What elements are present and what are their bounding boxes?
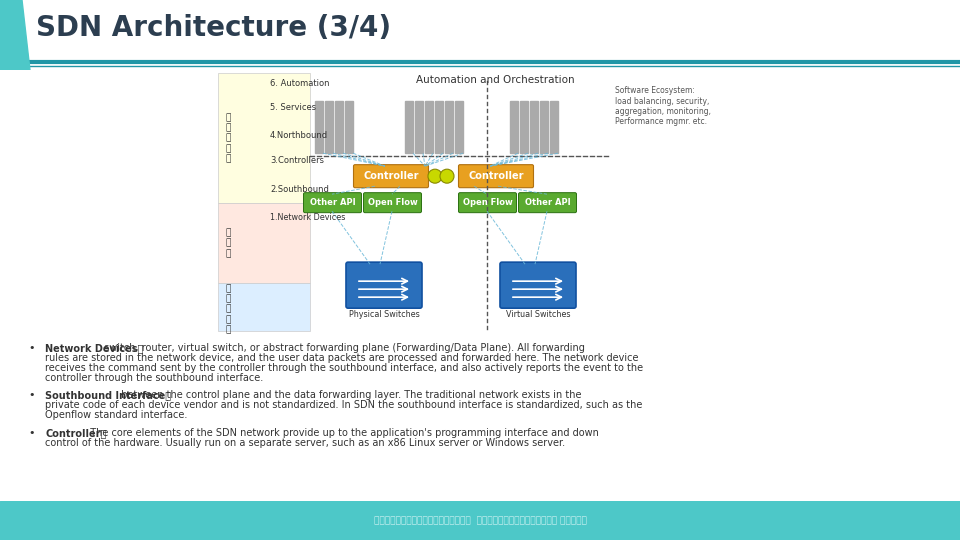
FancyBboxPatch shape <box>353 165 428 188</box>
Bar <box>325 101 333 153</box>
Bar <box>335 101 343 153</box>
FancyBboxPatch shape <box>346 262 422 308</box>
Text: •: • <box>28 428 35 438</box>
FancyBboxPatch shape <box>459 193 516 213</box>
Bar <box>218 203 310 283</box>
Text: 3.Controllers: 3.Controllers <box>270 156 324 165</box>
Bar <box>218 73 310 203</box>
Text: Controller：: Controller： <box>45 428 107 438</box>
Text: 1.Network Devices: 1.Network Devices <box>270 213 346 222</box>
Text: 基
礎
架
構
層: 基 礎 架 構 層 <box>226 284 230 334</box>
Text: 應
用
服
務
層: 應 用 服 務 層 <box>226 113 230 164</box>
Text: 5. Services: 5. Services <box>270 103 316 112</box>
Text: Open Flow: Open Flow <box>368 198 418 207</box>
Polygon shape <box>0 0 30 70</box>
Text: •: • <box>28 390 35 400</box>
Text: 2.Southbound: 2.Southbound <box>270 185 329 194</box>
Bar <box>435 101 443 153</box>
Text: 控
制
層: 控 制 層 <box>226 228 230 258</box>
Bar <box>218 283 310 331</box>
Text: 6. Automation: 6. Automation <box>270 79 329 88</box>
Text: Open Flow: Open Flow <box>463 198 513 207</box>
Text: Automation and Orchestration: Automation and Orchestration <box>416 75 574 85</box>
Text: between the control plane and the data forwarding layer. The traditional network: between the control plane and the data f… <box>118 390 582 400</box>
Bar <box>315 101 323 153</box>
Bar <box>445 101 453 153</box>
FancyBboxPatch shape <box>364 193 421 213</box>
Text: rules are stored in the network device, and the user data packets are processed : rules are stored in the network device, … <box>45 353 638 363</box>
Bar <box>345 101 353 153</box>
FancyBboxPatch shape <box>518 193 577 213</box>
Bar <box>550 101 558 153</box>
Circle shape <box>440 169 454 183</box>
FancyBboxPatch shape <box>303 193 362 213</box>
Text: Controller: Controller <box>363 171 419 181</box>
Bar <box>425 101 433 153</box>
Text: SDN Architecture (3/4): SDN Architecture (3/4) <box>36 14 391 42</box>
Text: 資料來源：台灣教育部大學網路課程聯盟  開課教師：逢甲大學資訊工程學系 林盈達教授: 資料來源：台灣教育部大學網路課程聯盟 開課教師：逢甲大學資訊工程學系 林盈達教授 <box>373 517 587 525</box>
Bar <box>415 101 423 153</box>
Bar <box>540 101 548 153</box>
Text: Physical Switches: Physical Switches <box>348 310 420 319</box>
Text: Controller: Controller <box>468 171 524 181</box>
Text: Other API: Other API <box>310 198 355 207</box>
Bar <box>405 101 413 153</box>
Bar <box>510 101 518 153</box>
Text: Openflow standard interface.: Openflow standard interface. <box>45 410 187 420</box>
Text: •: • <box>28 343 35 353</box>
Text: 4.Northbound: 4.Northbound <box>270 131 328 140</box>
FancyBboxPatch shape <box>500 262 576 308</box>
Text: switch, router, virtual switch, or abstract forwarding plane (Forwarding/Data Pl: switch, router, virtual switch, or abstr… <box>101 343 585 353</box>
Bar <box>530 101 538 153</box>
FancyBboxPatch shape <box>459 165 534 188</box>
Text: Virtual Switches: Virtual Switches <box>506 310 570 319</box>
Text: The core elements of the SDN network provide up to the application's programming: The core elements of the SDN network pro… <box>84 428 598 438</box>
Bar <box>455 101 463 153</box>
Text: Other API: Other API <box>525 198 570 207</box>
Text: Southbound Interface：: Southbound Interface： <box>45 390 171 400</box>
Text: controller through the southbound interface.: controller through the southbound interf… <box>45 373 263 382</box>
Text: control of the hardware. Usually run on a separate server, such as an x86 Linux : control of the hardware. Usually run on … <box>45 437 565 448</box>
Text: receives the command sent by the controller through the southbound interface, an: receives the command sent by the control… <box>45 363 643 373</box>
Text: Software Ecosystem:
load balancing, security,
aggregation, monitoring,
Performan: Software Ecosystem: load balancing, secu… <box>615 86 711 126</box>
Text: Network Devices：: Network Devices： <box>45 343 143 353</box>
Text: private code of each device vendor and is not standardized. In SDN the southboun: private code of each device vendor and i… <box>45 400 642 410</box>
Bar <box>520 101 528 153</box>
Circle shape <box>428 169 442 183</box>
